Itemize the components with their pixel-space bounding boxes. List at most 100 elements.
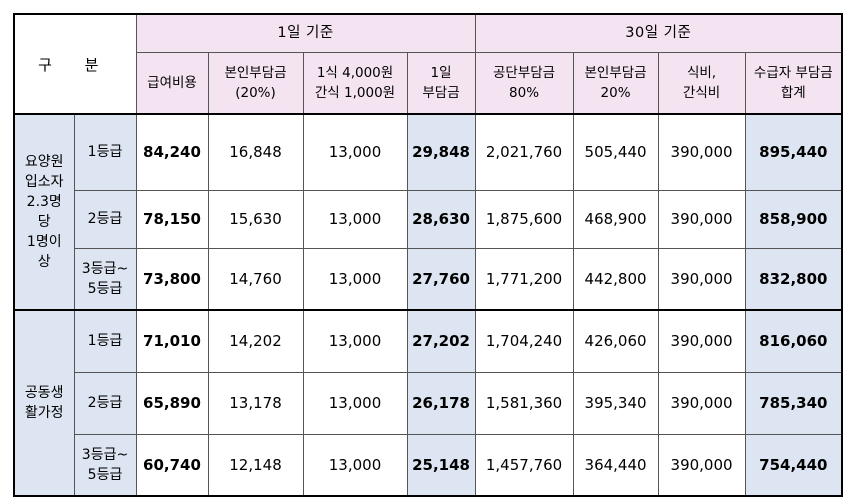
text-line: 식비, — [686, 64, 717, 81]
value-cell: 1,581,360 — [474, 371, 574, 435]
text-line: 2등급 — [87, 395, 123, 411]
text-line: 5등급 — [87, 466, 123, 483]
value-cell: 14,202 — [207, 309, 304, 373]
text-line: 1등급 — [87, 333, 123, 350]
group-header-1day: 1일 기준 — [135, 13, 476, 53]
value-cell: 27,202 — [406, 309, 476, 373]
value-cell: 13,000 — [302, 189, 408, 249]
text-line: 20% — [600, 84, 631, 101]
value-cell: 84,240 — [135, 113, 209, 191]
text-line: 1식 4,000원 — [316, 64, 394, 81]
text-line: 간식 1,000원 — [314, 84, 396, 101]
value-cell: 26,178 — [406, 371, 476, 435]
value-cell: 16,848 — [207, 113, 304, 191]
table-row: 공동생 활가정 1등급 71,010 14,202 13,000 27,202 1,704,2… — [13, 309, 844, 497]
value-cell: 1,771,200 — [474, 247, 574, 311]
grade-label: 3등급~ 5등급 — [73, 433, 137, 497]
column-header: 공단부담금 80% — [474, 51, 574, 115]
gubun-header: 구 분 — [13, 13, 137, 115]
value-cell: 65,890 — [135, 371, 209, 435]
table-row: 2등급 65,890 13,178 13,000 26,178 1,581,360 395,… — [14, 371, 844, 435]
care-cost-table: 구 분 1일 기준 30일 기준 급여비용 본인부담금 (20%) 1식 4,000원… — [13, 13, 844, 497]
value-cell: 1,457,760 — [474, 433, 574, 497]
text-line: 합계 — [780, 84, 806, 101]
text-line: 2.3명 — [26, 194, 62, 210]
text-line: 5등급 — [87, 280, 123, 297]
value-cell: 754,440 — [744, 433, 844, 497]
value-cell: 13,000 — [302, 433, 408, 497]
grade-label: 3등급~ 5등급 — [73, 247, 137, 311]
value-cell: 832,800 — [744, 247, 844, 311]
grade-label: 1등급 — [73, 309, 137, 373]
text-line: 급여비용 — [147, 74, 197, 91]
text-line: 부담금 — [422, 84, 460, 101]
text-line: 본인부담금 — [224, 64, 287, 81]
text-line: 당 — [37, 214, 51, 230]
text-line: 요양원 — [24, 154, 64, 170]
value-cell: 364,440 — [572, 433, 659, 497]
text-line: 활가정 — [24, 405, 64, 421]
value-cell: 73,800 — [135, 247, 209, 311]
value-cell: 25,148 — [406, 433, 476, 497]
table-row: 3등급~ 5등급 60,740 12,148 13,000 25,148 1,457,760… — [14, 433, 844, 497]
column-header: 식비, 간식비 — [657, 51, 746, 115]
value-cell: 15,630 — [207, 189, 304, 249]
value-cell: 27,760 — [406, 247, 476, 311]
value-cell: 13,000 — [302, 113, 408, 191]
value-cell: 390,000 — [657, 309, 746, 373]
column-header: 급여비용 — [135, 51, 209, 115]
value-cell: 60,740 — [135, 433, 209, 497]
text-line: 수급자 부담금 — [753, 64, 833, 81]
text-line: 3등급~ — [81, 260, 129, 277]
value-cell: 390,000 — [657, 433, 746, 497]
value-cell: 785,340 — [744, 371, 844, 435]
value-cell: 12,148 — [207, 433, 304, 497]
text-line: 공단부담금 — [492, 64, 556, 81]
value-cell: 29,848 — [406, 113, 476, 191]
value-cell: 2,021,760 — [474, 113, 574, 191]
value-cell: 390,000 — [657, 189, 746, 249]
value-cell: 426,060 — [572, 309, 659, 373]
text-line: 80% — [509, 84, 540, 101]
text-line: (20%) — [235, 84, 276, 101]
value-cell: 858,900 — [744, 189, 844, 249]
value-cell: 1,704,240 — [474, 309, 574, 373]
column-header: 본인부담금 20% — [572, 51, 659, 115]
text-line: 입소자 — [24, 174, 64, 190]
grade-label: 2등급 — [73, 189, 137, 249]
value-cell: 28,630 — [406, 189, 476, 249]
value-cell: 13,000 — [302, 309, 408, 373]
value-cell: 390,000 — [657, 113, 746, 191]
value-cell: 78,150 — [135, 189, 209, 249]
value-cell: 13,000 — [302, 371, 408, 435]
group-header-30day: 30일 기준 — [474, 13, 844, 53]
value-cell: 1,875,600 — [474, 189, 574, 249]
text-line: 2등급 — [87, 211, 123, 227]
value-cell: 14,760 — [207, 247, 304, 311]
text-line: 본인부담금 — [584, 64, 647, 81]
value-cell: 13,000 — [302, 247, 408, 311]
text-line: 1명이 — [26, 234, 62, 250]
table-row: 요양원 입소자 2.3명 당 1명이 상 1등급 84,240 16,848 13,000 29,8… — [13, 113, 844, 311]
value-cell: 505,440 — [572, 113, 659, 191]
column-header: 본인부담금 (20%) — [207, 51, 304, 115]
text-line: 1일 — [430, 64, 452, 81]
text-line: 간식비 — [682, 84, 721, 101]
text-line: 1등급 — [87, 144, 123, 161]
text-line: 공동생 — [24, 385, 64, 401]
value-cell: 468,900 — [572, 189, 659, 249]
value-cell: 390,000 — [657, 371, 746, 435]
text-line: 상 — [37, 254, 51, 270]
value-cell: 395,340 — [572, 371, 659, 435]
grade-label: 2등급 — [73, 371, 137, 435]
text-line: 3등급~ — [81, 446, 129, 463]
table-row: 3등급~ 5등급 73,800 14,760 13,000 27,760 1,771,200… — [14, 247, 844, 311]
value-cell: 442,800 — [572, 247, 659, 311]
value-cell: 71,010 — [135, 309, 209, 373]
grade-label: 1등급 — [73, 113, 137, 191]
